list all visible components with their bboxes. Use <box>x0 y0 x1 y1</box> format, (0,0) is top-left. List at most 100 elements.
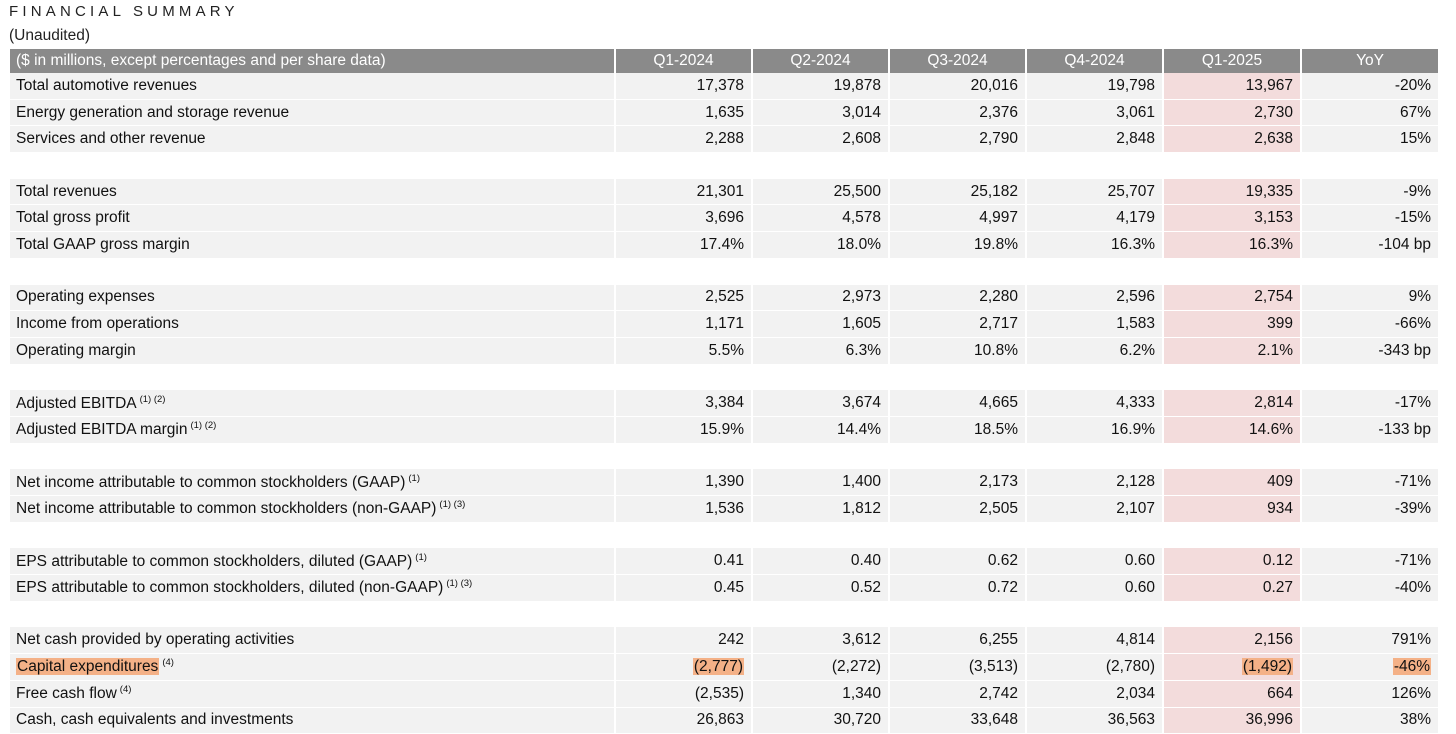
cell-value: 2,525 <box>705 288 744 305</box>
row-label: Net cash provided by operating activitie… <box>10 627 616 654</box>
cell-q1-2024: 1,171 <box>616 311 753 338</box>
spacer-cell <box>616 602 753 628</box>
row-label: Total GAAP gross margin <box>10 232 616 259</box>
cell-value: 2,128 <box>1116 473 1155 490</box>
cell-value: 2,280 <box>979 288 1018 305</box>
cell-q1-2025: 2,638 <box>1164 126 1302 153</box>
spacer-cell <box>890 153 1027 179</box>
cell-q2-2024: 1,812 <box>753 496 890 523</box>
cell-value: 6.3% <box>846 342 881 359</box>
cell-value: (1,492) <box>1242 658 1293 675</box>
cell-yoy: -9% <box>1302 179 1440 206</box>
cell-value: 3,696 <box>705 209 744 226</box>
row-label: Total automotive revenues <box>10 73 616 100</box>
cell-value: 934 <box>1267 500 1293 517</box>
cell-value: 4,179 <box>1116 209 1155 226</box>
row-label-text: Net cash provided by operating activitie… <box>16 631 294 648</box>
cell-q3-2024: 19.8% <box>890 232 1027 259</box>
spacer-cell <box>1302 602 1440 628</box>
cell-q1-2024: 1,635 <box>616 100 753 127</box>
spacer-cell <box>1027 444 1164 470</box>
cell-q3-2024: 20,016 <box>890 73 1027 100</box>
cell-value: 0.60 <box>1125 579 1155 596</box>
row-label-text: Adjusted EBITDA margin <box>16 421 187 438</box>
cell-q1-2025: 2,730 <box>1164 100 1302 127</box>
cell-value: 0.72 <box>988 579 1018 596</box>
cell-value: 2,638 <box>1254 130 1293 147</box>
spacer-cell <box>616 153 753 179</box>
row-label-text: EPS attributable to common stockholders,… <box>16 579 443 596</box>
row-label: Operating expenses <box>10 285 616 312</box>
spacer-cell <box>1164 365 1302 391</box>
cell-value: 242 <box>718 631 744 648</box>
spacer-cell <box>616 259 753 285</box>
cell-value: 1,340 <box>842 685 881 702</box>
table-row: Capital expenditures(4)(2,777)(2,272)(3,… <box>10 654 1440 681</box>
cell-q1-2025: 19,335 <box>1164 179 1302 206</box>
cell-yoy: 67% <box>1302 100 1440 127</box>
cell-value: 20,016 <box>971 77 1018 94</box>
cell-q1-2025: 2,754 <box>1164 285 1302 312</box>
cell-value: 2.1% <box>1258 342 1293 359</box>
row-label: EPS attributable to common stockholders,… <box>10 575 616 602</box>
cell-yoy: 126% <box>1302 681 1440 708</box>
row-label-text: Total gross profit <box>16 209 130 226</box>
cell-value: 2,848 <box>1116 130 1155 147</box>
row-label-text: Cash, cash equivalents and investments <box>16 711 293 728</box>
cell-value: 0.62 <box>988 552 1018 569</box>
cell-q1-2025: 0.27 <box>1164 575 1302 602</box>
row-label-text: Total automotive revenues <box>16 77 197 94</box>
cell-value: -39% <box>1395 500 1431 517</box>
row-label: Net income attributable to common stockh… <box>10 469 616 496</box>
spacer-cell <box>1302 153 1440 179</box>
cell-value: 38% <box>1400 711 1431 728</box>
cell-q3-2024: 2,376 <box>890 100 1027 127</box>
cell-q4-2024: 36,563 <box>1027 708 1164 734</box>
cell-q4-2024: 6.2% <box>1027 338 1164 365</box>
cell-q3-2024: (3,513) <box>890 654 1027 681</box>
spacer-row <box>10 153 1440 179</box>
cell-value: 2,596 <box>1116 288 1155 305</box>
cell-value: 1,605 <box>842 315 881 332</box>
cell-q4-2024: (2,780) <box>1027 654 1164 681</box>
cell-value: -66% <box>1395 315 1431 332</box>
spacer-cell <box>1302 259 1440 285</box>
cell-q3-2024: 2,280 <box>890 285 1027 312</box>
spacer-cell <box>1027 153 1164 179</box>
spacer-cell <box>890 523 1027 549</box>
cell-value: 3,061 <box>1116 104 1155 121</box>
cell-q1-2025: (1,492) <box>1164 654 1302 681</box>
cell-value: 2,156 <box>1254 631 1293 648</box>
spacer-row <box>10 365 1440 391</box>
cell-value: 13,967 <box>1246 77 1293 94</box>
cell-value: 2,814 <box>1254 394 1293 411</box>
cell-q1-2024: 242 <box>616 627 753 654</box>
cell-q2-2024: 3,674 <box>753 390 890 417</box>
row-label-text: Operating expenses <box>16 288 155 305</box>
cell-value: 1,812 <box>842 500 881 517</box>
cell-q1-2025: 14.6% <box>1164 417 1302 444</box>
spacer-cell <box>890 602 1027 628</box>
cell-q2-2024: 25,500 <box>753 179 890 206</box>
table-row: Adjusted EBITDA margin(1) (2)15.9%14.4%1… <box>10 417 1440 444</box>
spacer-cell <box>753 602 890 628</box>
cell-q1-2024: 2,288 <box>616 126 753 153</box>
spacer-cell <box>1027 365 1164 391</box>
cell-value: 2,790 <box>979 130 1018 147</box>
cell-yoy: 9% <box>1302 285 1440 312</box>
cell-yoy: -20% <box>1302 73 1440 100</box>
spacer-cell <box>1027 602 1164 628</box>
cell-value: 3,014 <box>842 104 881 121</box>
spacer-cell <box>1164 523 1302 549</box>
cell-q1-2025: 2,814 <box>1164 390 1302 417</box>
spacer-row <box>10 602 1440 628</box>
cell-yoy: -71% <box>1302 469 1440 496</box>
cell-q4-2024: 2,107 <box>1027 496 1164 523</box>
spacer-cell <box>1164 444 1302 470</box>
cell-q1-2024: 1,390 <box>616 469 753 496</box>
